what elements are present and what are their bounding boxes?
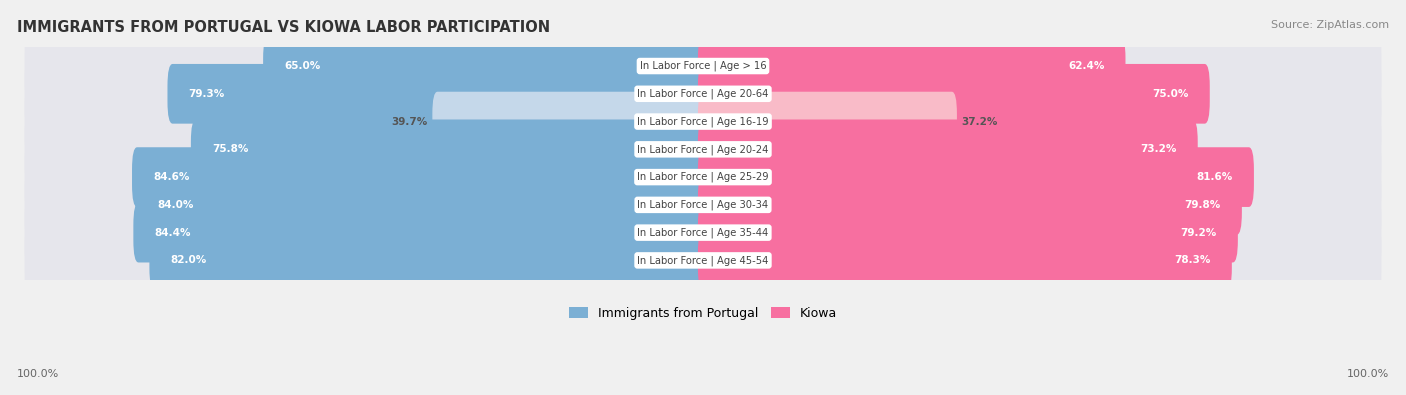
FancyBboxPatch shape [697,203,1237,263]
FancyBboxPatch shape [149,231,709,290]
Text: IMMIGRANTS FROM PORTUGAL VS KIOWA LABOR PARTICIPATION: IMMIGRANTS FROM PORTUGAL VS KIOWA LABOR … [17,20,550,35]
Text: 79.3%: 79.3% [188,89,225,99]
Text: In Labor Force | Age 25-29: In Labor Force | Age 25-29 [637,172,769,182]
Text: 39.7%: 39.7% [392,117,427,126]
FancyBboxPatch shape [24,181,1382,284]
FancyBboxPatch shape [24,98,1382,201]
Legend: Immigrants from Portugal, Kiowa: Immigrants from Portugal, Kiowa [564,302,842,325]
Text: 100.0%: 100.0% [17,369,59,379]
Text: In Labor Force | Age 30-34: In Labor Force | Age 30-34 [637,199,769,210]
Text: 82.0%: 82.0% [170,256,207,265]
Text: In Labor Force | Age 16-19: In Labor Force | Age 16-19 [637,116,769,127]
FancyBboxPatch shape [191,119,709,179]
Text: 84.6%: 84.6% [153,172,190,182]
FancyBboxPatch shape [167,64,709,124]
FancyBboxPatch shape [24,153,1382,256]
FancyBboxPatch shape [697,175,1241,235]
FancyBboxPatch shape [697,64,1209,124]
Text: In Labor Force | Age 35-44: In Labor Force | Age 35-44 [637,228,769,238]
FancyBboxPatch shape [24,15,1382,118]
Text: In Labor Force | Age 20-64: In Labor Force | Age 20-64 [637,88,769,99]
FancyBboxPatch shape [24,126,1382,229]
Text: 79.8%: 79.8% [1185,200,1220,210]
Text: 62.4%: 62.4% [1069,61,1105,71]
FancyBboxPatch shape [697,36,1125,96]
Text: 100.0%: 100.0% [1347,369,1389,379]
Text: Source: ZipAtlas.com: Source: ZipAtlas.com [1271,20,1389,30]
Text: 79.2%: 79.2% [1181,228,1216,238]
Text: 75.8%: 75.8% [212,144,249,154]
Text: 84.0%: 84.0% [157,200,194,210]
FancyBboxPatch shape [697,92,957,151]
FancyBboxPatch shape [24,70,1382,173]
FancyBboxPatch shape [433,92,709,151]
FancyBboxPatch shape [263,36,709,96]
FancyBboxPatch shape [697,231,1232,290]
Text: 84.4%: 84.4% [155,228,191,238]
Text: 75.0%: 75.0% [1153,89,1188,99]
Text: 78.3%: 78.3% [1174,256,1211,265]
Text: 37.2%: 37.2% [962,117,998,126]
Text: 81.6%: 81.6% [1197,172,1233,182]
Text: In Labor Force | Age > 16: In Labor Force | Age > 16 [640,61,766,71]
FancyBboxPatch shape [697,147,1254,207]
FancyBboxPatch shape [697,119,1198,179]
FancyBboxPatch shape [24,209,1382,312]
Text: In Labor Force | Age 20-24: In Labor Force | Age 20-24 [637,144,769,154]
Text: 73.2%: 73.2% [1140,144,1177,154]
FancyBboxPatch shape [24,42,1382,145]
FancyBboxPatch shape [134,203,709,263]
FancyBboxPatch shape [136,175,709,235]
Text: In Labor Force | Age 45-54: In Labor Force | Age 45-54 [637,255,769,266]
FancyBboxPatch shape [132,147,709,207]
Text: 65.0%: 65.0% [284,61,321,71]
